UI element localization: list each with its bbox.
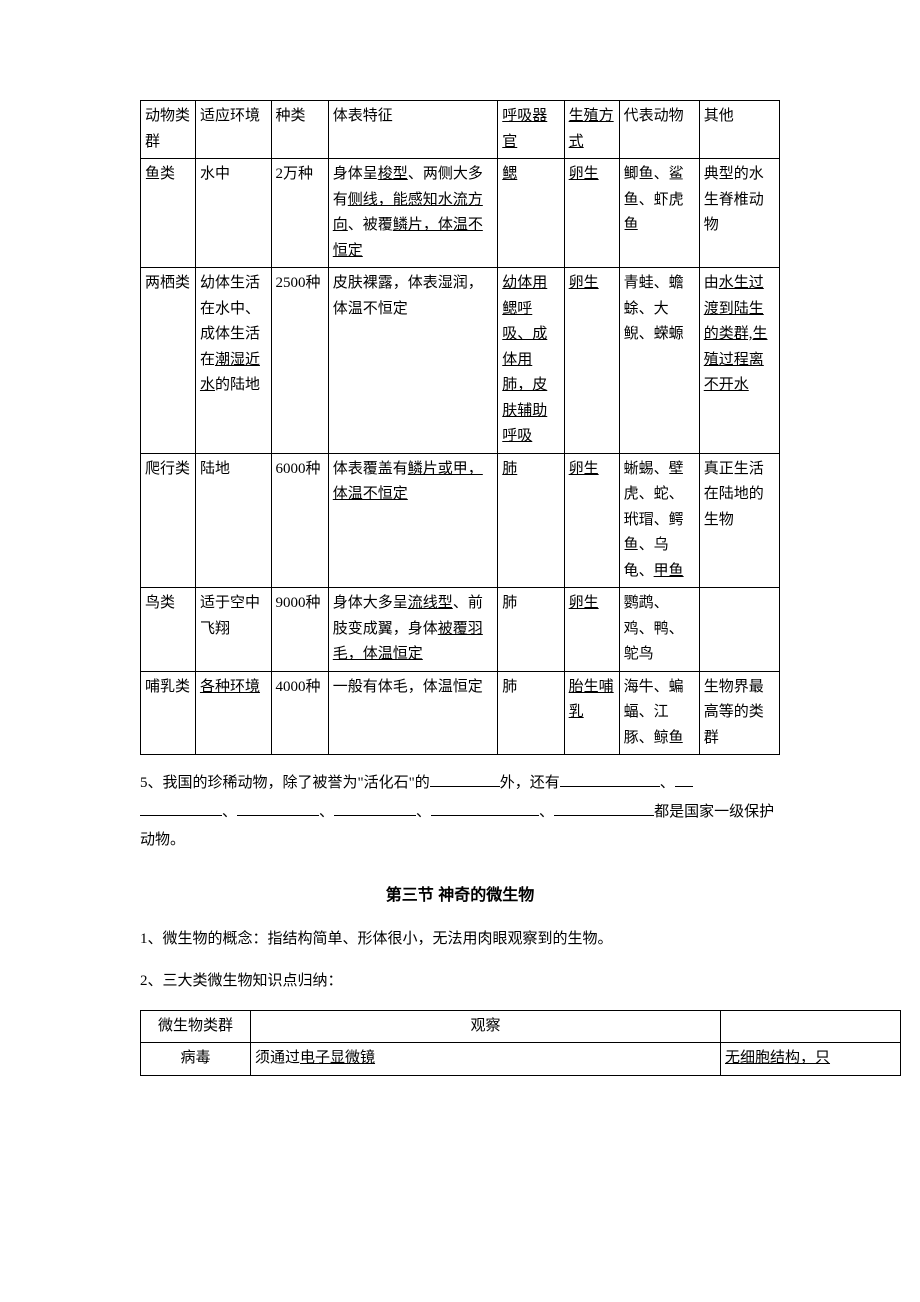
table-cell: 9000种 xyxy=(271,588,328,672)
table-header-cell: 观察 xyxy=(251,1010,721,1043)
table-cell: 爬行类 xyxy=(141,453,196,588)
table-cell: 两栖类 xyxy=(141,268,196,454)
table-cell: 生物界最高等的类群 xyxy=(699,671,779,755)
table-cell: 肺 xyxy=(498,453,564,588)
table-cell: 典型的水生脊椎动物 xyxy=(699,159,779,268)
table-cell: 适于空中飞翔 xyxy=(195,588,271,672)
table-header-cell xyxy=(721,1010,901,1043)
table-cell: 6000种 xyxy=(271,453,328,588)
table-cell: 蜥蜴、壁虎、蛇、玳瑁、鳄鱼、乌龟、甲鱼 xyxy=(619,453,699,588)
table-header-cell: 种类 xyxy=(271,101,328,159)
table-cell: 卵生 xyxy=(564,453,619,588)
table-cell: 幼体用鳃呼吸、成体用肺，皮肤辅助呼吸 xyxy=(498,268,564,454)
table-cell: 病毒 xyxy=(141,1043,251,1076)
table-cell: 青蛙、蟾蜍、大鲵、蝾螈 xyxy=(619,268,699,454)
question-5: 5、我国的珍稀动物，除了被誉为"活化石"的外，还有、、、、、都是国家一级保护动物… xyxy=(140,769,780,855)
table-cell: 无细胞结构，只 xyxy=(721,1043,901,1076)
table-cell: 胎生哺乳 xyxy=(564,671,619,755)
table-cell: 身体大多呈流线型、前肢变成翼，身体被覆羽毛，体温恒定 xyxy=(328,588,497,672)
table-cell: 4000种 xyxy=(271,671,328,755)
table-cell: 身体呈梭型、两侧大多有侧线，能感知水流方向、被覆鳞片，体温不恒定 xyxy=(328,159,497,268)
table-cell: 体表覆盖有鳞片或甲，体温不恒定 xyxy=(328,453,497,588)
table-cell: 鲫鱼、鲨鱼、虾虎鱼 xyxy=(619,159,699,268)
table-cell: 2500种 xyxy=(271,268,328,454)
table-cell: 水中 xyxy=(195,159,271,268)
table-header-cell: 生殖方式 xyxy=(564,101,619,159)
section-3-title: 第三节 神奇的微生物 xyxy=(140,881,780,911)
table-cell: 卵生 xyxy=(564,588,619,672)
table-cell: 鱼类 xyxy=(141,159,196,268)
microorganism-table: 微生物类群观察病毒须通过电子显微镜无细胞结构，只 xyxy=(140,1010,901,1076)
table-cell: 幼体生活在水中、成体生活在潮湿近水的陆地 xyxy=(195,268,271,454)
table-cell: 须通过电子显微镜 xyxy=(251,1043,721,1076)
document-page: 动物类群适应环境种类体表特征呼吸器官生殖方式代表动物其他鱼类水中2万种身体呈梭型… xyxy=(0,0,920,1136)
table-cell: 陆地 xyxy=(195,453,271,588)
table-cell: 鸟类 xyxy=(141,588,196,672)
table-cell: 由水生过渡到陆生的类群,生殖过程离不开水 xyxy=(699,268,779,454)
table-header-cell: 代表动物 xyxy=(619,101,699,159)
table-cell: 真正生活在陆地的生物 xyxy=(699,453,779,588)
table-header-cell: 体表特征 xyxy=(328,101,497,159)
table-header-cell: 适应环境 xyxy=(195,101,271,159)
table-cell: 肺 xyxy=(498,588,564,672)
table-cell: 一般有体毛，体温恒定 xyxy=(328,671,497,755)
table-cell: 鹦鹉、鸡、鸭、鸵鸟 xyxy=(619,588,699,672)
table-header-cell: 其他 xyxy=(699,101,779,159)
table-cell: 皮肤裸露，体表湿润，体温不恒定 xyxy=(328,268,497,454)
animal-classification-table: 动物类群适应环境种类体表特征呼吸器官生殖方式代表动物其他鱼类水中2万种身体呈梭型… xyxy=(140,100,780,755)
table-cell: 卵生 xyxy=(564,268,619,454)
table-header-cell: 呼吸器官 xyxy=(498,101,564,159)
table-header-cell: 动物类群 xyxy=(141,101,196,159)
table-cell: 2万种 xyxy=(271,159,328,268)
table-cell: 肺 xyxy=(498,671,564,755)
paragraph-1: 1、微生物的概念：指结构简单、形体很小，无法用肉眼观察到的生物。 xyxy=(140,925,780,954)
table-header-cell: 微生物类群 xyxy=(141,1010,251,1043)
paragraph-2: 2、三大类微生物知识点归纳： xyxy=(140,967,780,996)
table-cell xyxy=(699,588,779,672)
table-cell: 各种环境 xyxy=(195,671,271,755)
table-cell: 哺乳类 xyxy=(141,671,196,755)
table-cell: 卵生 xyxy=(564,159,619,268)
table-cell: 海牛、蝙蝠、江豚、鲸鱼 xyxy=(619,671,699,755)
table-cell: 鳃 xyxy=(498,159,564,268)
